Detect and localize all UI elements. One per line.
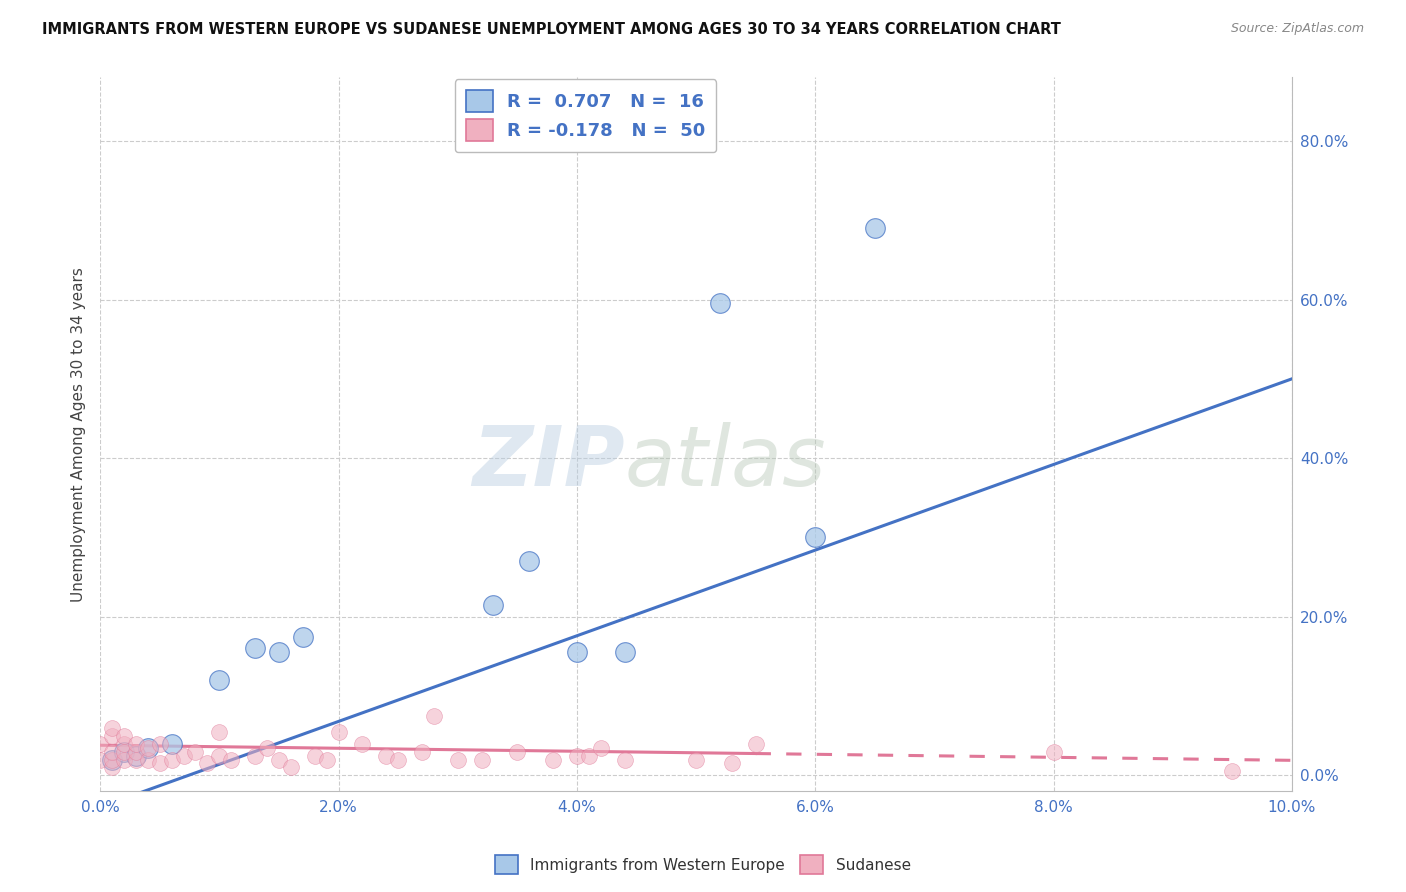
Point: [315, 752, 337, 766]
Point: [208, 748, 231, 763]
Text: Source: ZipAtlas.com: Source: ZipAtlas.com: [1230, 22, 1364, 36]
Point: [470, 752, 492, 766]
Point: [149, 756, 172, 771]
Point: [112, 752, 135, 766]
Point: [804, 531, 827, 545]
Point: [125, 737, 148, 751]
Point: [101, 760, 124, 774]
Point: [184, 745, 207, 759]
Point: [411, 745, 433, 759]
Point: [304, 748, 326, 763]
Point: [112, 729, 135, 743]
Point: [89, 752, 111, 766]
Text: atlas: atlas: [624, 423, 827, 503]
Point: [160, 737, 183, 751]
Point: [578, 748, 600, 763]
Point: [709, 296, 731, 310]
Point: [208, 724, 231, 739]
Point: [160, 752, 183, 766]
Point: [208, 673, 231, 688]
Point: [328, 724, 350, 739]
Point: [256, 740, 278, 755]
Point: [1042, 745, 1064, 759]
Point: [101, 721, 124, 735]
Point: [506, 745, 529, 759]
Point: [101, 729, 124, 743]
Point: [243, 748, 266, 763]
Point: [101, 745, 124, 759]
Point: [613, 752, 636, 766]
Legend: R =  0.707   N =  16, R = -0.178   N =  50: R = 0.707 N = 16, R = -0.178 N = 50: [454, 79, 716, 153]
Point: [112, 745, 135, 759]
Point: [291, 630, 314, 644]
Y-axis label: Unemployment Among Ages 30 to 34 years: Unemployment Among Ages 30 to 34 years: [72, 267, 86, 602]
Point: [517, 554, 540, 568]
Point: [613, 645, 636, 659]
Point: [101, 752, 124, 766]
Point: [280, 760, 302, 774]
Point: [387, 752, 409, 766]
Text: IMMIGRANTS FROM WESTERN EUROPE VS SUDANESE UNEMPLOYMENT AMONG AGES 30 TO 34 YEAR: IMMIGRANTS FROM WESTERN EUROPE VS SUDANE…: [42, 22, 1062, 37]
Point: [125, 748, 148, 763]
Point: [375, 748, 398, 763]
Point: [267, 645, 290, 659]
Legend: Immigrants from Western Europe, Sudanese: Immigrants from Western Europe, Sudanese: [489, 849, 917, 880]
Point: [720, 756, 742, 771]
Point: [173, 748, 195, 763]
Point: [589, 740, 612, 755]
Point: [352, 737, 374, 751]
Point: [243, 641, 266, 656]
Point: [149, 737, 172, 751]
Point: [136, 740, 159, 755]
Point: [267, 752, 290, 766]
Point: [136, 752, 159, 766]
Point: [125, 745, 148, 759]
Point: [89, 737, 111, 751]
Point: [125, 752, 148, 766]
Text: ZIP: ZIP: [472, 423, 624, 503]
Point: [101, 752, 124, 766]
Point: [565, 748, 588, 763]
Point: [112, 737, 135, 751]
Point: [112, 745, 135, 759]
Point: [423, 709, 446, 723]
Point: [447, 752, 470, 766]
Point: [685, 752, 707, 766]
Point: [541, 752, 564, 766]
Point: [482, 598, 505, 612]
Point: [863, 221, 886, 235]
Point: [1222, 764, 1244, 779]
Point: [197, 756, 219, 771]
Point: [136, 740, 159, 755]
Point: [219, 752, 242, 766]
Point: [565, 645, 588, 659]
Point: [744, 737, 766, 751]
